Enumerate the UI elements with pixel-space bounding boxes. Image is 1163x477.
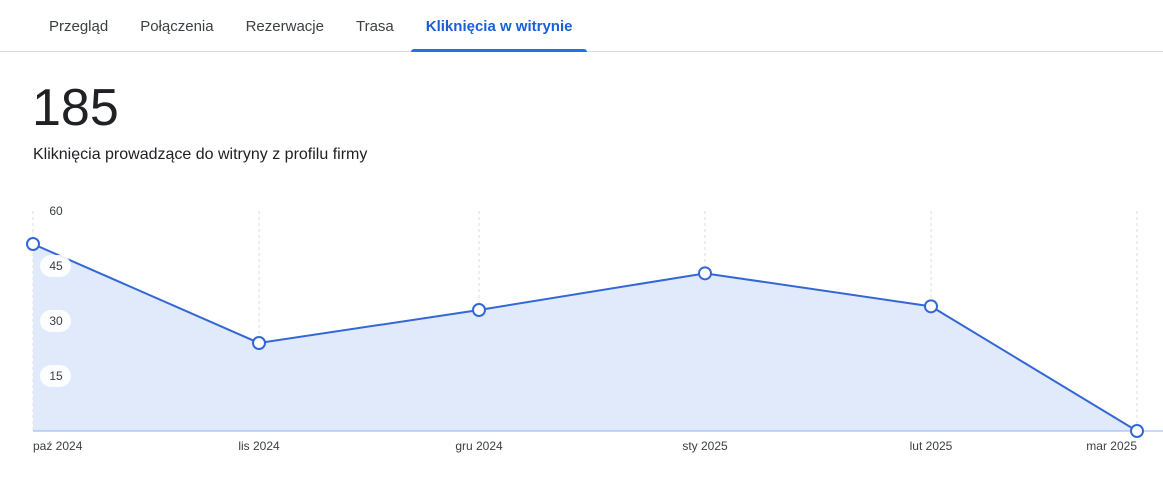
y-tick-pill bbox=[40, 365, 71, 387]
tab[interactable]: Kliknięcia w witrynie bbox=[410, 0, 589, 52]
y-tick-label: 60 bbox=[49, 204, 63, 218]
tab-bar: Przegląd Połączenia Rezerwacje Trasa Kliknię… bbox=[0, 0, 1163, 52]
y-tick-label: 30 bbox=[49, 314, 63, 328]
line bbox=[32, 243, 1138, 432]
x-tick-label: lis 2024 bbox=[238, 439, 280, 453]
y-tick-pill bbox=[40, 200, 71, 222]
tab[interactable]: Rezerwacje bbox=[245, 18, 324, 35]
x-tick-label: gru 2024 bbox=[455, 439, 503, 453]
y-tick-label: 45 bbox=[49, 259, 63, 273]
tab[interactable]: Przegląd bbox=[49, 18, 109, 35]
y-tick-label: 15 bbox=[49, 369, 63, 383]
point bbox=[698, 266, 712, 281]
point bbox=[252, 336, 266, 350]
tab[interactable]: Połączenia bbox=[140, 18, 214, 35]
y-tick-pill bbox=[40, 255, 71, 277]
description: Kliknięcia prowadzące do witryny z profi… bbox=[33, 146, 368, 163]
point bbox=[1130, 424, 1144, 438]
x-tick-label: paź 2024 bbox=[33, 439, 83, 453]
total-value: 185 bbox=[32, 79, 119, 137]
x-tick-label: sty 2025 bbox=[682, 439, 728, 453]
point bbox=[26, 237, 40, 251]
point bbox=[472, 303, 486, 317]
area bbox=[33, 244, 1137, 431]
tab[interactable]: Trasa bbox=[355, 18, 394, 35]
x-tick-label: mar 2025 bbox=[1086, 439, 1137, 453]
x-tick-label: lut 2025 bbox=[910, 439, 953, 453]
y-tick-pill bbox=[40, 310, 71, 332]
point bbox=[924, 299, 938, 314]
